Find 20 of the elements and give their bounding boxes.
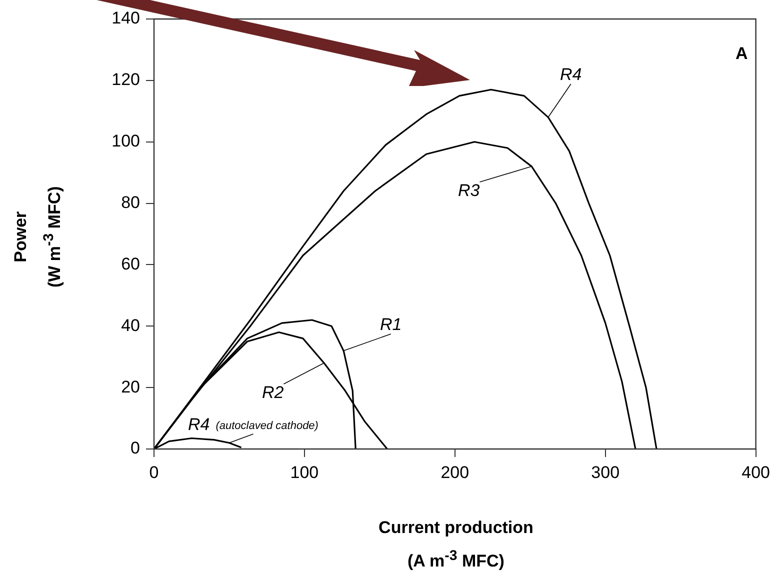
x-tick-label: 300 <box>591 462 620 482</box>
y-tick-label: 120 <box>112 70 140 90</box>
y-tick-label: 40 <box>121 316 140 335</box>
y-tick-label: 140 <box>112 8 140 28</box>
y-tick-label: 0 <box>130 438 140 458</box>
x-axis-title: Current production (A m$^{-3}$ MFC) <box>378 517 534 573</box>
y-tick-label: 60 <box>121 254 140 274</box>
text: R2 <box>262 383 284 402</box>
series-label: R4 (autoclaved cathode) <box>188 415 319 434</box>
x-tick-label: 100 <box>290 462 319 482</box>
annotation: A <box>736 44 748 63</box>
x-tick-label: 0 <box>149 462 159 482</box>
y-tick-label: 80 <box>121 192 140 212</box>
text: R1 <box>380 315 402 334</box>
series-label: R4 <box>560 65 582 84</box>
x-tick-label: 400 <box>742 462 770 482</box>
y-tick-label: 20 <box>121 377 140 396</box>
series-label: R3 <box>458 181 480 200</box>
x-tick-label: 200 <box>440 462 470 482</box>
y-tick-label: 100 <box>112 132 140 151</box>
